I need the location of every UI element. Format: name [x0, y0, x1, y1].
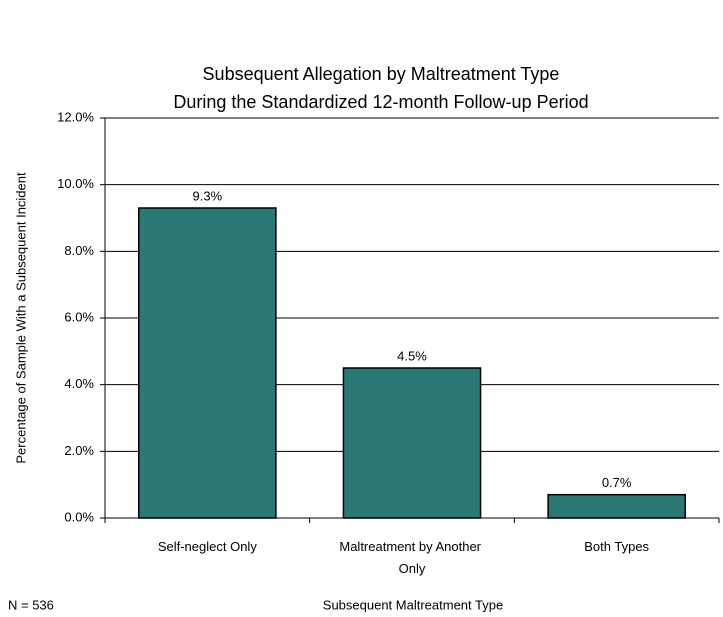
data-label: 0.7% [602, 475, 632, 490]
y-tick-label: 4.0% [64, 376, 94, 391]
x-tick-label: Self-neglect Only [158, 539, 257, 554]
chart-subtitle: During the Standardized 12-month Follow-… [173, 92, 588, 112]
y-axis-label: Percentage of Sample With a Subsequent I… [13, 172, 28, 464]
y-tick-label: 12.0% [57, 109, 94, 124]
y-tick-label: 0.0% [64, 509, 94, 524]
y-tick-label: 6.0% [64, 309, 94, 324]
y-tick-label: 10.0% [57, 176, 94, 191]
bar [547, 493, 686, 519]
y-tick-label: 2.0% [64, 443, 94, 458]
data-label: 9.3% [193, 188, 223, 203]
chart-title: Subsequent Allegation by Maltreatment Ty… [203, 64, 560, 84]
y-tick-label: 8.0% [64, 243, 94, 258]
x-tick-label: Both Types [584, 539, 649, 554]
annotation: N = 536 [8, 597, 54, 612]
bar [342, 367, 482, 519]
bar [138, 207, 277, 519]
data-label: 4.5% [397, 348, 427, 363]
x-axis-label: Subsequent Maltreatment Type [323, 597, 503, 612]
x-tick-label: Maltreatment by Another Only [339, 539, 484, 576]
